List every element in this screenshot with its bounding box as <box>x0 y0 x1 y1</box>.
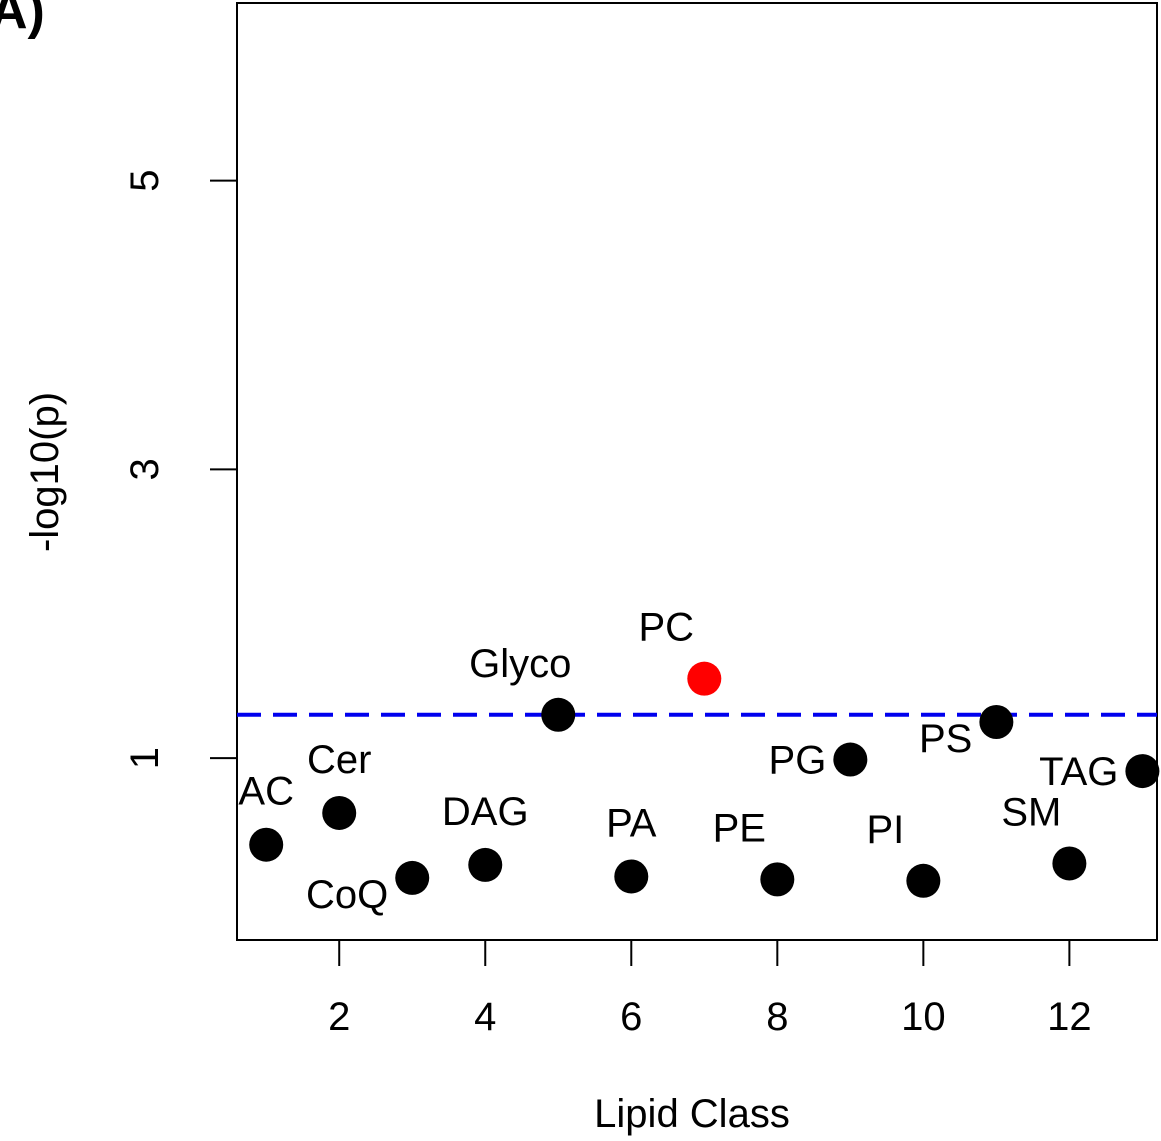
point-pi <box>906 863 941 898</box>
point-label-pa: PA <box>606 801 657 845</box>
x-tick-label: 6 <box>620 995 642 1039</box>
point-label-dag: DAG <box>442 790 529 834</box>
y-tick-label: 3 <box>123 458 167 480</box>
x-tick-label: 12 <box>1047 995 1092 1039</box>
point-cer <box>322 795 357 830</box>
y-tick-label: 1 <box>123 747 167 769</box>
point-label-pc: PC <box>639 606 695 650</box>
point-label-tag: TAG <box>1039 750 1118 794</box>
x-tick-label: 4 <box>474 995 496 1039</box>
y-axis-title: -log10(p) <box>23 392 67 552</box>
point-label-ac: AC <box>238 770 294 814</box>
point-sm <box>1052 846 1087 881</box>
point-label-pg: PG <box>769 739 827 783</box>
x-tick-label: 8 <box>766 995 788 1039</box>
point-label-pi: PI <box>866 808 904 852</box>
point-glyco <box>541 697 576 732</box>
x-axis-title: Lipid Class <box>594 1092 790 1136</box>
point-tag <box>1125 754 1160 789</box>
point-pc <box>687 661 722 696</box>
panel-label: A) <box>0 0 45 40</box>
point-label-sm: SM <box>1001 790 1061 834</box>
data-points <box>249 661 1160 898</box>
point-pg <box>833 742 868 777</box>
plot-frame <box>236 2 1158 941</box>
x-tick-label: 2 <box>328 995 350 1039</box>
point-label-coq: CoQ <box>306 873 388 917</box>
point-label-pe: PE <box>713 806 766 850</box>
point-label-glyco: Glyco <box>469 642 571 686</box>
x-tick-label: 10 <box>901 995 946 1039</box>
point-coq <box>395 860 430 895</box>
y-tick-label: 5 <box>123 169 167 191</box>
point-ps <box>979 704 1014 739</box>
y-axis: 1 3 5 <box>123 169 237 769</box>
point-dag <box>468 847 503 882</box>
point-ac <box>249 827 284 862</box>
point-label-cer: Cer <box>307 738 371 782</box>
point-label-ps: PS <box>919 717 972 761</box>
point-pa <box>614 859 649 894</box>
x-axis: 2 4 6 8 10 12 <box>328 940 1092 1039</box>
point-pe <box>760 862 795 897</box>
